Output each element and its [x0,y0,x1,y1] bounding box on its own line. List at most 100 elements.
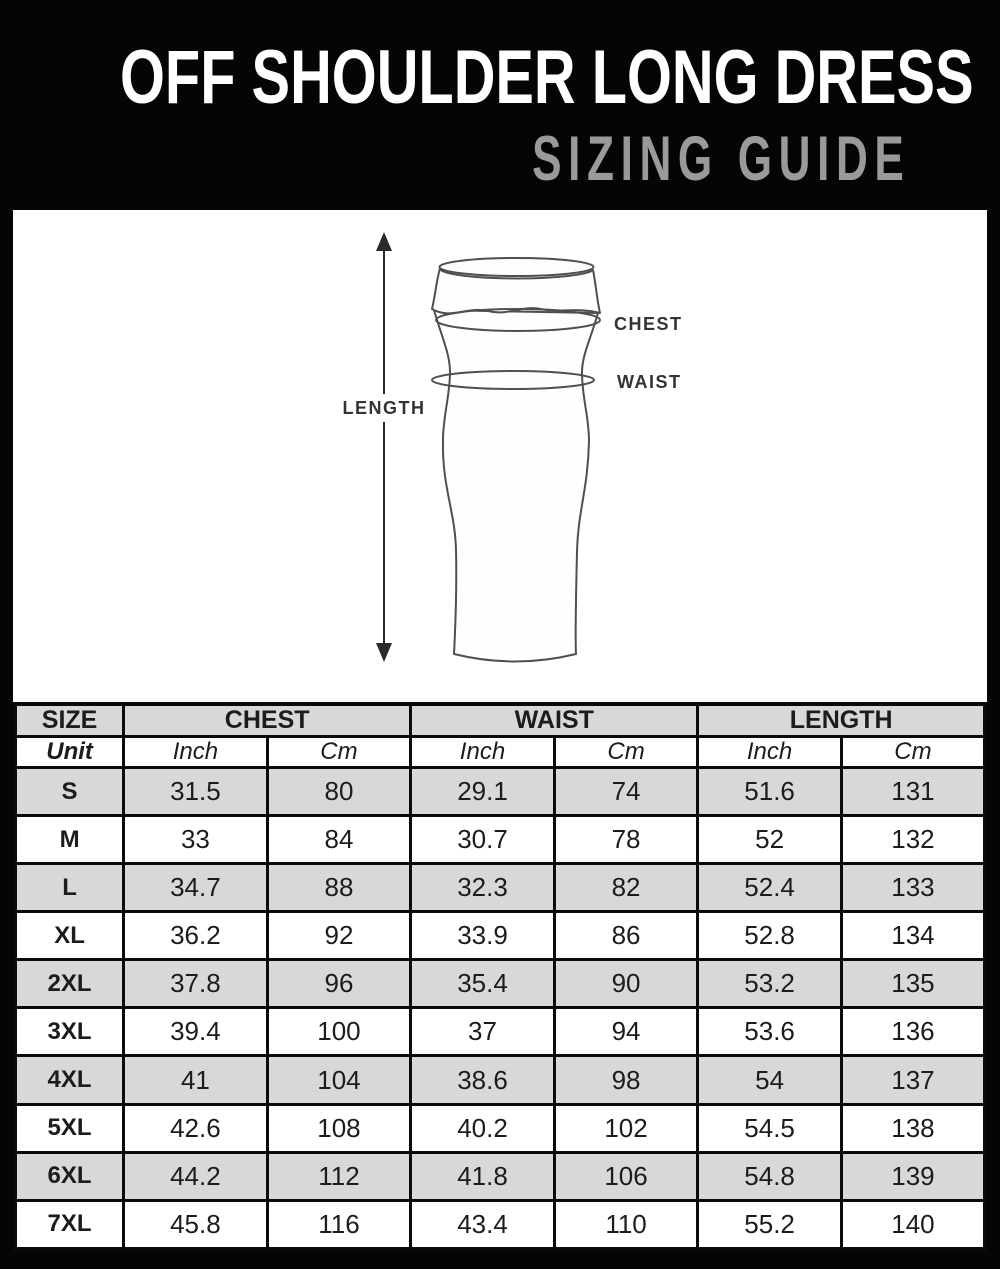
waist-label: WAIST [617,372,682,392]
table-unit-row: Unit Inch Cm Inch Cm Inch Cm [13,735,987,769]
size-label: M [13,814,126,866]
cell-value: 51.6 [696,765,843,818]
unit-chest-cm: Cm [265,735,413,769]
cell-value: 80 [265,765,413,818]
cell-value: 140 [839,1198,987,1251]
cell-value: 45.8 [122,1198,269,1251]
unit-length-inch: Inch [696,735,843,769]
unit-waist-cm: Cm [552,735,700,769]
cell-value: 134 [839,910,987,962]
page-subtitle: SIZING GUIDE [531,124,910,194]
cell-value: 31.5 [122,765,269,818]
cell-value: 84 [265,814,413,866]
cell-value: 53.6 [696,1006,843,1058]
cell-value: 100 [265,1006,413,1058]
cell-value: 52 [696,814,843,866]
cell-value: 35.4 [409,958,556,1010]
size-label: 5XL [13,1102,126,1154]
cell-value: 30.7 [409,814,556,866]
cell-value: 52.8 [696,910,843,962]
size-label: L [13,862,126,914]
cell-value: 36.2 [122,910,269,962]
length-label: LENGTH [343,398,426,418]
unit-chest-inch: Inch [122,735,269,769]
size-label: 2XL [13,958,126,1010]
column-header-waist: WAIST [409,702,700,738]
table-row: 5XL 42.6 108 40.2 102 54.5 138 [13,1102,987,1154]
cell-value: 98 [552,1054,700,1106]
cell-value: 54.8 [696,1150,843,1202]
cell-value: 38.6 [409,1054,556,1106]
dress-outline-icon [431,257,601,663]
length-arrow-icon [376,232,392,662]
cell-value: 90 [552,958,700,1010]
column-header-length: LENGTH [696,702,987,738]
cell-value: 96 [265,958,413,1010]
cell-value: 116 [265,1198,413,1251]
cell-value: 136 [839,1006,987,1058]
cell-value: 34.7 [122,862,269,914]
cell-value: 74 [552,765,700,818]
unit-waist-inch: Inch [409,735,556,769]
cell-value: 112 [265,1150,413,1202]
cell-value: 33.9 [409,910,556,962]
cell-value: 29.1 [409,765,556,818]
unit-length-cm: Cm [839,735,987,769]
cell-value: 55.2 [696,1198,843,1251]
column-header-chest: CHEST [122,702,413,738]
page-title: OFF SHOULDER LONG DRESS [120,35,974,120]
cell-value: 86 [552,910,700,962]
cell-value: 33 [122,814,269,866]
table-row: 6XL 44.2 112 41.8 106 54.8 139 [13,1150,987,1202]
table-row: S 31.5 80 29.1 74 51.6 131 [13,765,987,818]
cell-value: 54.5 [696,1102,843,1154]
cell-value: 135 [839,958,987,1010]
dress-diagram-svg: LENGTH CHEST WAIST [343,232,683,663]
cell-value: 37 [409,1006,556,1058]
cell-value: 138 [839,1102,987,1154]
cell-value: 42.6 [122,1102,269,1154]
content-panel: LENGTH CHEST WAIST SIZE CHEST WAIST LENG… [13,210,987,1251]
size-label: 4XL [13,1054,126,1106]
cell-value: 78 [552,814,700,866]
unit-header: Unit [13,735,126,769]
cell-value: 106 [552,1150,700,1202]
cell-value: 88 [265,862,413,914]
cell-value: 41 [122,1054,269,1106]
column-header-size: SIZE [13,702,126,738]
cell-value: 102 [552,1102,700,1154]
size-label: XL [13,910,126,962]
cell-value: 40.2 [409,1102,556,1154]
size-label: S [13,765,126,818]
cell-value: 108 [265,1102,413,1154]
cell-value: 37.8 [122,958,269,1010]
cell-value: 43.4 [409,1198,556,1251]
table-row: L 34.7 88 32.3 82 52.4 133 [13,862,987,914]
size-label: 6XL [13,1150,126,1202]
cell-value: 82 [552,862,700,914]
cell-value: 139 [839,1150,987,1202]
cell-value: 92 [265,910,413,962]
cell-value: 131 [839,765,987,818]
cell-value: 133 [839,862,987,914]
header: OFF SHOULDER LONG DRESS SIZING GUIDE [0,0,1000,210]
cell-value: 104 [265,1054,413,1106]
cell-value: 110 [552,1198,700,1251]
cell-value: 132 [839,814,987,866]
table-row: 7XL 45.8 116 43.4 110 55.2 140 [13,1198,987,1251]
dress-diagram: LENGTH CHEST WAIST [13,210,987,702]
cell-value: 41.8 [409,1150,556,1202]
cell-value: 53.2 [696,958,843,1010]
table-row: 3XL 39.4 100 37 94 53.6 136 [13,1006,987,1058]
cell-value: 137 [839,1054,987,1106]
table-row: M 33 84 30.7 78 52 132 [13,814,987,866]
cell-value: 32.3 [409,862,556,914]
size-label: 3XL [13,1006,126,1058]
cell-value: 54 [696,1054,843,1106]
chest-label: CHEST [614,314,683,334]
size-label: 7XL [13,1198,126,1251]
cell-value: 44.2 [122,1150,269,1202]
cell-value: 52.4 [696,862,843,914]
size-table: SIZE CHEST WAIST LENGTH Unit Inch Cm Inc… [13,702,987,1251]
